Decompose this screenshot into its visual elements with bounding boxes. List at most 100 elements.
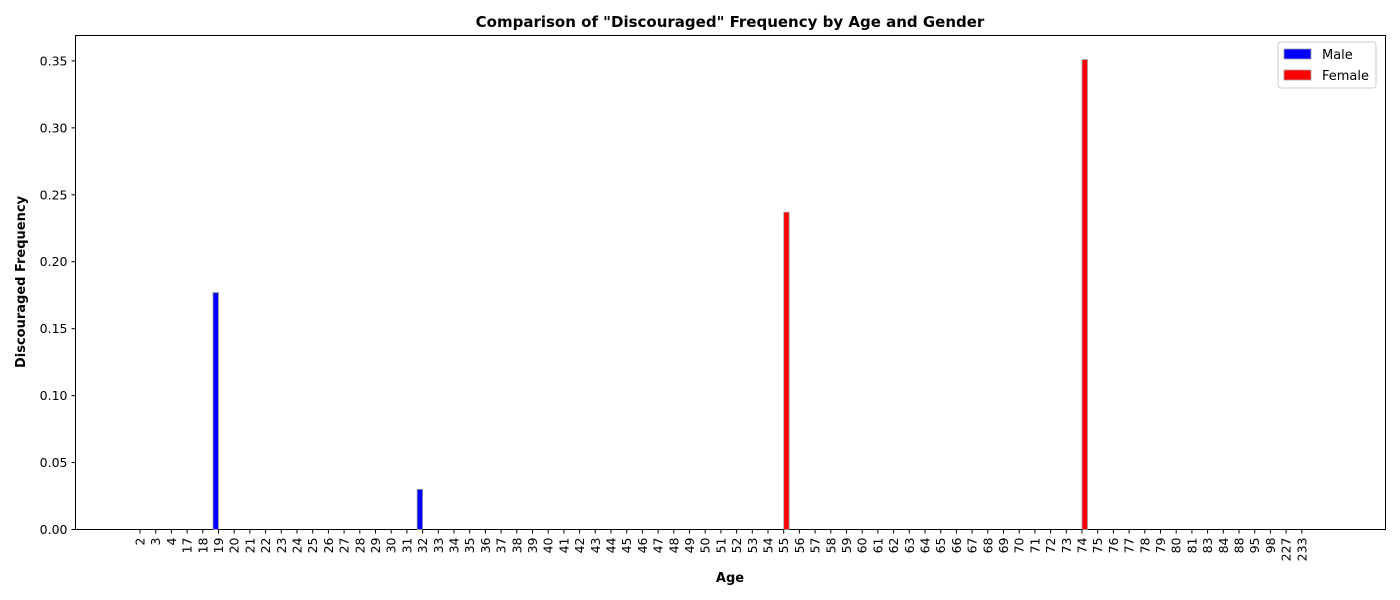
x-tick-label: 56 — [792, 537, 807, 553]
x-tick-label: 52 — [729, 538, 744, 554]
x-tick-label: 74 — [1075, 537, 1090, 553]
y-axis-title: Discouraged Frequency — [14, 195, 29, 368]
x-tick-label: 29 — [368, 537, 383, 553]
x-tick-label: 42 — [572, 538, 587, 554]
x-tick-label: 98 — [1263, 537, 1278, 553]
x-tick-label: 47 — [651, 538, 666, 554]
x-tick-label: 33 — [431, 538, 446, 554]
y-tick-label: 0.30 — [40, 120, 68, 135]
legend: Male Female — [1277, 41, 1377, 89]
x-tick-label: 34 — [447, 537, 462, 553]
x-tick-label: 54 — [761, 537, 776, 553]
legend-label-male: Male — [1322, 48, 1353, 63]
x-tick-label: 76 — [1106, 537, 1121, 553]
x-tick-label: 73 — [1059, 538, 1074, 554]
x-tick-label: 2 — [133, 538, 148, 546]
x-tick-label: 20 — [227, 537, 242, 553]
x-tick-label: 46 — [635, 537, 650, 553]
x-tick-label: 49 — [682, 537, 697, 553]
legend-label-female: Female — [1322, 69, 1369, 84]
y-tick-label: 0.05 — [40, 455, 68, 470]
x-tick-label: 79 — [1153, 537, 1168, 553]
bars-layer — [212, 59, 1088, 530]
x-tick-label: 59 — [839, 537, 854, 553]
x-tick-label: 28 — [352, 537, 367, 553]
x-axis-title: Age — [716, 571, 744, 586]
x-tick-label: 68 — [980, 537, 995, 553]
x-tick-label: 48 — [666, 537, 681, 553]
x-tick-label: 25 — [305, 538, 320, 554]
x-tick-label: 63 — [902, 538, 917, 554]
x-tick-label: 78 — [1137, 537, 1152, 553]
x-tick-label: 81 — [1184, 538, 1199, 554]
chart-title: Comparison of "Discouraged" Frequency by… — [476, 13, 985, 31]
x-tick-label: 84 — [1216, 537, 1231, 553]
x-tick-label: 32 — [415, 538, 430, 554]
x-tick-label: 61 — [870, 538, 885, 554]
x-tick-label: 233 — [1294, 538, 1309, 562]
y-tick-label: 0.00 — [40, 522, 68, 537]
x-tick-label: 66 — [949, 537, 964, 553]
x-tick-label: 69 — [996, 537, 1011, 553]
x-tick-label: 227 — [1279, 538, 1294, 562]
x-tick-label: 22 — [258, 538, 273, 554]
x-tick-label: 60 — [855, 537, 870, 553]
x-tick-label: 24 — [290, 537, 305, 553]
bar-male-32 — [416, 488, 424, 530]
x-tick-label: 95 — [1247, 538, 1262, 554]
x-tick-label: 40 — [541, 537, 556, 553]
x-tick-label: 62 — [886, 538, 901, 554]
x-tick-label: 17 — [180, 538, 195, 554]
legend-swatch-female — [1283, 69, 1312, 81]
x-tick-label: 57 — [808, 538, 823, 554]
x-tick-label: 71 — [1027, 538, 1042, 554]
x-tick-label: 30 — [384, 537, 399, 553]
x-tick-label: 38 — [509, 537, 524, 553]
x-tick-label: 88 — [1232, 537, 1247, 553]
x-tick-label: 77 — [1122, 538, 1137, 554]
x-tick-label: 53 — [745, 538, 760, 554]
x-tick-label: 55 — [776, 538, 791, 554]
x-tick-label: 3 — [148, 538, 163, 546]
x-tick-label: 37 — [494, 538, 509, 554]
x-tick-label: 31 — [399, 538, 414, 554]
y-tick-label: 0.25 — [40, 187, 68, 202]
plot-area — [75, 35, 1386, 530]
x-tick-label: 80 — [1169, 537, 1184, 553]
x-tick-label: 67 — [965, 538, 980, 554]
x-tick-label: 36 — [478, 537, 493, 553]
x-tick-label: 18 — [195, 537, 210, 553]
x-tick-label: 64 — [918, 537, 933, 553]
x-tick-label: 70 — [1012, 537, 1027, 553]
y-axis: 0.00 0.05 0.10 0.15 0.20 0.25 0.30 0.35 — [40, 53, 76, 537]
y-tick-label: 0.20 — [40, 254, 68, 269]
bar-female-74 — [1081, 59, 1088, 530]
x-tick-label: 23 — [274, 538, 289, 554]
legend-swatch-male — [1283, 48, 1312, 60]
x-axis: 2 3 4 17 18 19 20 21 22 23 24 25 26 27 28 29 30 31 32 33 34 3… — [133, 529, 1309, 562]
x-tick-label: 39 — [525, 537, 540, 553]
x-tick-label: 45 — [619, 538, 634, 554]
x-tick-label: 75 — [1090, 538, 1105, 554]
y-tick-label: 0.15 — [40, 321, 68, 336]
x-tick-label: 43 — [588, 538, 603, 554]
x-tick-label: 4 — [164, 537, 179, 545]
x-tick-label: 72 — [1043, 538, 1058, 554]
x-tick-label: 19 — [211, 537, 226, 553]
x-tick-label: 65 — [933, 538, 948, 554]
x-tick-label: 83 — [1200, 538, 1215, 554]
y-tick-label: 0.35 — [40, 53, 68, 68]
x-tick-label: 51 — [713, 538, 728, 554]
x-tick-label: 58 — [823, 537, 838, 553]
x-tick-label: 27 — [337, 538, 352, 554]
x-tick-label: 44 — [604, 537, 619, 553]
x-tick-label: 41 — [556, 538, 571, 554]
x-tick-label: 26 — [321, 537, 336, 553]
x-tick-label: 50 — [698, 537, 713, 553]
y-tick-label: 0.10 — [40, 388, 68, 403]
bar-female-55 — [783, 211, 790, 530]
x-tick-label: 35 — [462, 538, 477, 554]
bar-male-19 — [212, 292, 219, 530]
x-tick-label: 21 — [242, 538, 257, 554]
